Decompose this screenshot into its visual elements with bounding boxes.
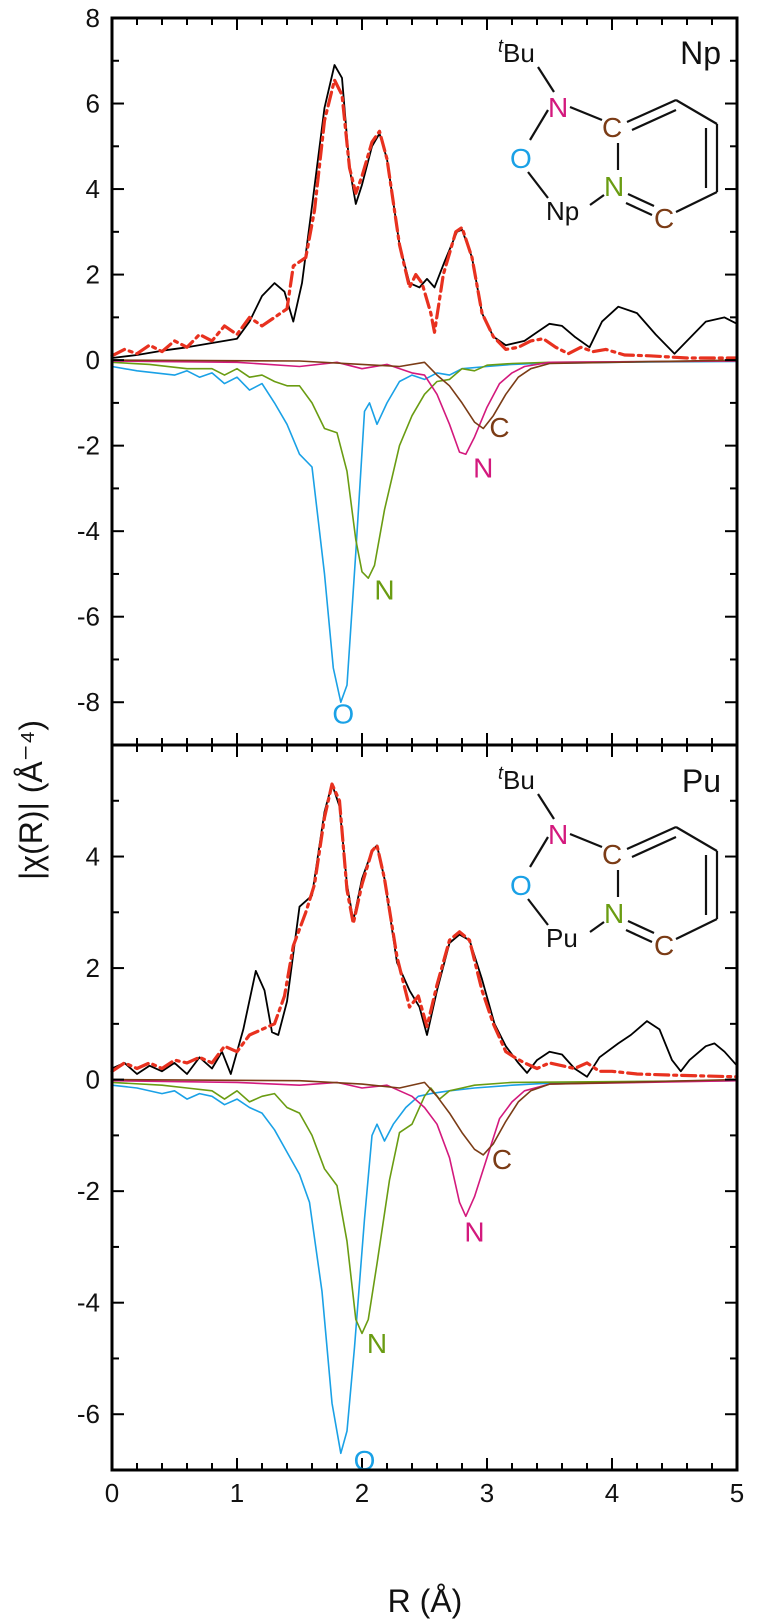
y-tick-label: -8 xyxy=(77,687,100,717)
x-tick-label: 5 xyxy=(730,1478,744,1508)
atom-o: O xyxy=(510,870,532,901)
peak-label: C xyxy=(489,412,509,443)
y-tick-label: 4 xyxy=(86,842,100,872)
atom-c2: C xyxy=(654,930,674,961)
y-tick-label: 6 xyxy=(86,89,100,119)
molecule-inset-np: tBu N C O Np N C xyxy=(498,36,719,234)
panel-tag-pu: Pu xyxy=(682,763,721,799)
metal-label: Np xyxy=(546,196,579,226)
x-tick-label: 2 xyxy=(355,1478,369,1508)
atom-n-inner: N xyxy=(604,171,624,202)
series-line-n-inner xyxy=(111,360,738,579)
panel-tag-np: Np xyxy=(680,35,721,71)
y-tick-label: -2 xyxy=(77,431,100,461)
atom-n-inner: N xyxy=(604,898,624,929)
plot-frame-pu xyxy=(110,743,739,1472)
y-tick-label: 4 xyxy=(86,174,100,204)
series-line-n-inner xyxy=(111,1079,738,1335)
series-line-o xyxy=(111,360,738,703)
x-axis-title: R (Å) xyxy=(388,1583,463,1619)
x-tick-label: 1 xyxy=(230,1478,244,1508)
atom-c2: C xyxy=(654,203,674,234)
y-tick-label: -6 xyxy=(77,602,100,632)
plot-frame-np xyxy=(110,16,739,747)
series-line-fit xyxy=(110,78,739,360)
molecule-inset-pu: tBu N C O Pu N C xyxy=(498,763,719,961)
tbu-label: tBu xyxy=(498,36,535,68)
y-tick-label: -4 xyxy=(77,516,100,546)
y-tick-label: -6 xyxy=(77,1399,100,1429)
atom-c1: C xyxy=(602,839,622,870)
series-line-fit xyxy=(110,782,739,1079)
y-axis-title: |χ(R)| (Å⁻⁴) xyxy=(13,720,49,880)
series-line-data xyxy=(111,64,738,359)
series-line-o xyxy=(111,1079,738,1455)
peak-label: N xyxy=(473,453,493,484)
peak-label: N xyxy=(367,1328,387,1359)
atom-c1: C xyxy=(602,112,622,143)
atom-n-outer: N xyxy=(548,819,568,850)
series-line-c xyxy=(111,1078,738,1156)
y-tick-label: 8 xyxy=(86,3,100,33)
peak-label: N xyxy=(464,1216,484,1247)
peak-label: C xyxy=(492,1144,512,1175)
y-tick-label: 2 xyxy=(86,260,100,290)
y-tick-label: 0 xyxy=(86,1065,100,1095)
series-line-data xyxy=(111,783,738,1078)
y-tick-label: 0 xyxy=(86,345,100,375)
x-tick-label: 4 xyxy=(605,1478,619,1508)
atom-o: O xyxy=(510,143,532,174)
x-tick-label: 0 xyxy=(105,1478,119,1508)
atom-n-outer: N xyxy=(548,92,568,123)
tbu-label: tBu xyxy=(498,763,535,795)
peak-label: O xyxy=(332,699,354,730)
series-line-c xyxy=(111,359,738,430)
peak-label: N xyxy=(374,575,394,606)
y-tick-label: -4 xyxy=(77,1288,100,1318)
peak-label: O xyxy=(354,1445,376,1476)
x-tick-label: 3 xyxy=(480,1478,494,1508)
series-line-n-outer xyxy=(111,1079,738,1218)
y-tick-label: -2 xyxy=(77,1176,100,1206)
y-tick-label: 2 xyxy=(86,953,100,983)
metal-label: Pu xyxy=(546,923,578,953)
